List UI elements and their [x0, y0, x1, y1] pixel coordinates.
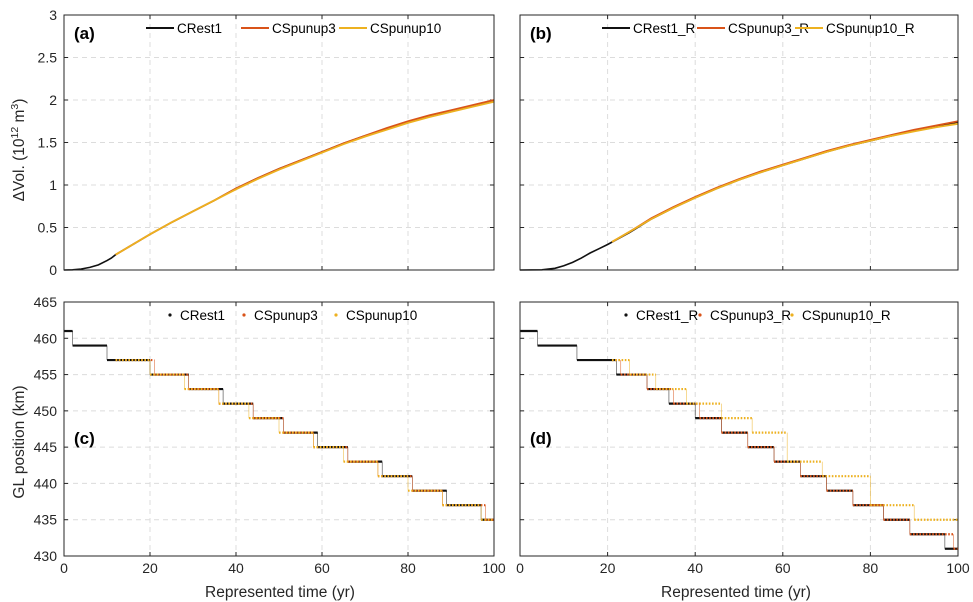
legend-label-CRest1_R: CRest1_R [633, 21, 696, 36]
y-label-top-exp: 12 [9, 127, 21, 139]
y-tick-label: 2 [49, 92, 57, 108]
legend-label-CRest1: CRest1 [180, 308, 225, 323]
legend-label-CSpunup10: CSpunup10 [346, 308, 417, 323]
panel-a: 0 0.5 1 1.5 2 2.5 3 (a) CRest1 CSpunup3 CSpunup10 [38, 7, 495, 278]
x-axis-label-right: Represented time (yr) [661, 584, 811, 601]
axes-frame [63, 301, 495, 557]
x-axis-label-left: Represented time (yr) [205, 584, 355, 601]
series-line-CSpunup10 [115, 100, 495, 256]
y-label-top-prefix: ΔVol. (10 [11, 138, 28, 201]
y-axis-label-bottom: GL position (km) [11, 385, 28, 498]
y-tick-label: 2.5 [38, 50, 58, 66]
panel-c: 0 20 40 60 80 100 430 435 440 445 450 455 460 465 (c) C… [34, 294, 506, 576]
y-tick-label: 465 [34, 294, 58, 310]
legend-label-CRest1: CRest1 [177, 21, 222, 36]
y-tick-label: 460 [34, 330, 58, 346]
legend-label-CSpunup10_R: CSpunup10_R [826, 21, 915, 36]
y-tick-label: 435 [34, 512, 58, 528]
series-line-CRest1_R [519, 121, 959, 271]
series-line-CSpunup10_R [611, 122, 959, 243]
y-axis-label-top: ΔVol. (1012 m3) [9, 99, 28, 202]
axes-frame [519, 14, 959, 271]
legend-label-CSpunup10: CSpunup10 [370, 21, 441, 36]
legend-label-CSpunup3_R: CSpunup3_R [710, 308, 791, 323]
x-tick-label: 80 [863, 560, 879, 576]
x-tick-label: 0 [516, 560, 524, 576]
y-tick-label: 0 [49, 262, 57, 278]
y-tick-label: 440 [34, 475, 58, 491]
y-tick-label: 455 [34, 367, 58, 383]
y-tick-label: 0.5 [38, 220, 58, 236]
legend-swatch-CSpunup10_R [790, 313, 794, 317]
panel-label-b: (b) [530, 24, 552, 43]
legend-swatch-CSpunup3 [242, 313, 246, 317]
x-tick-label: 100 [482, 560, 506, 576]
x-tick-label: 60 [314, 560, 330, 576]
panel-label-c: (c) [74, 429, 95, 448]
y-label-top-suffix: ) [11, 99, 28, 104]
x-tick-label: 80 [400, 560, 416, 576]
x-tick-label: 20 [600, 560, 616, 576]
series-line-CSpunup3_R [611, 120, 959, 243]
legend-swatch-CSpunup3_R [698, 313, 702, 317]
panel-label-d: (d) [530, 429, 552, 448]
legend-label-CSpunup3_R: CSpunup3_R [728, 21, 809, 36]
legend-label-CRest1_R: CRest1_R [636, 308, 699, 323]
y-tick-label: 1 [49, 177, 57, 193]
panel-label-a: (a) [74, 24, 95, 43]
y-tick-label: 450 [34, 403, 58, 419]
y-tick-label: 430 [34, 548, 58, 564]
x-tick-label: 0 [60, 560, 68, 576]
axes-frame [63, 14, 495, 271]
y-tick-label: 1.5 [38, 135, 58, 151]
panel-d: 0 20 40 60 80 100 (d) CRest1_R CSpunup3_R CSpunup… [516, 301, 970, 576]
y-tick-label: 445 [34, 439, 58, 455]
legend-label-CSpunup10_R: CSpunup10_R [802, 308, 891, 323]
x-tick-label: 100 [946, 560, 970, 576]
legend-label-CSpunup3: CSpunup3 [272, 21, 336, 36]
y-tick-label: 3 [49, 7, 57, 23]
x-tick-label: 40 [228, 560, 244, 576]
y-label-top-exp2: 3 [9, 104, 21, 110]
legend-label-CSpunup3: CSpunup3 [254, 308, 318, 323]
legend-swatch-CRest1_R [624, 313, 628, 317]
series-line-CSpunup3 [115, 99, 495, 256]
x-tick-label: 60 [775, 560, 791, 576]
y-label-top-mid: m [11, 110, 28, 127]
legend-swatch-CRest1 [168, 313, 172, 317]
x-tick-label: 20 [142, 560, 158, 576]
legend-swatch-CSpunup10 [334, 313, 338, 317]
axes-frame [519, 301, 959, 557]
x-tick-label: 40 [687, 560, 703, 576]
panel-b: (b) CRest1_R CSpunup3_R CSpunup10_R [519, 14, 959, 271]
